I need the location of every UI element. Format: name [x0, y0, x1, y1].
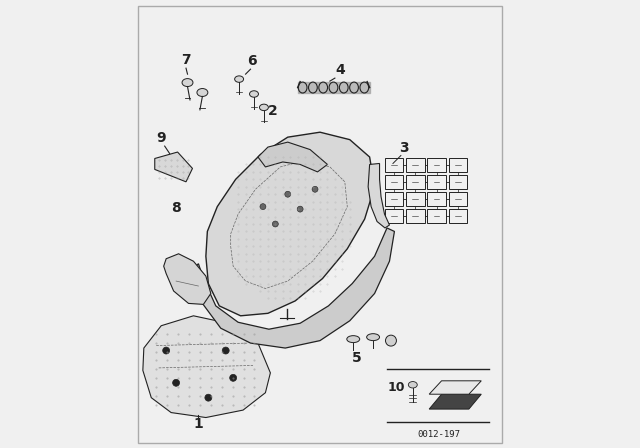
Text: 2: 2 [268, 104, 278, 118]
Polygon shape [258, 142, 328, 172]
Text: 10: 10 [387, 381, 404, 394]
Text: 9: 9 [156, 131, 166, 145]
Bar [449, 192, 467, 206]
Polygon shape [206, 132, 374, 316]
Bar [385, 209, 403, 223]
Bar [427, 158, 446, 172]
Circle shape [297, 206, 303, 212]
Ellipse shape [367, 334, 380, 340]
Bar [385, 192, 403, 206]
Text: 4: 4 [335, 63, 345, 77]
Polygon shape [191, 228, 394, 348]
Circle shape [385, 335, 396, 346]
Bar [449, 209, 467, 223]
Bar [406, 209, 425, 223]
Circle shape [173, 379, 180, 386]
Ellipse shape [197, 89, 208, 96]
Circle shape [285, 191, 291, 197]
Polygon shape [143, 316, 270, 418]
Circle shape [230, 375, 237, 381]
Ellipse shape [347, 336, 360, 343]
Ellipse shape [235, 76, 244, 82]
Text: 3: 3 [399, 141, 409, 155]
Text: 5: 5 [353, 351, 362, 365]
Circle shape [222, 347, 229, 354]
Circle shape [260, 204, 266, 210]
Text: 0012-197: 0012-197 [417, 431, 461, 439]
Bar [449, 158, 467, 172]
Ellipse shape [182, 78, 193, 86]
Bar [406, 158, 425, 172]
Ellipse shape [408, 382, 417, 388]
Bar [385, 175, 403, 189]
Bar [427, 209, 446, 223]
Circle shape [163, 347, 170, 354]
Circle shape [205, 394, 212, 401]
Bar [406, 192, 425, 206]
Circle shape [312, 186, 318, 192]
Bar [406, 175, 425, 189]
Text: 1: 1 [193, 418, 204, 431]
Bar [449, 175, 467, 189]
Polygon shape [164, 254, 211, 304]
Text: 6: 6 [247, 54, 257, 68]
Polygon shape [368, 164, 390, 228]
Text: 8: 8 [172, 201, 181, 215]
Bar [385, 158, 403, 172]
Circle shape [273, 221, 278, 227]
Bar [427, 175, 446, 189]
Ellipse shape [250, 91, 259, 97]
Text: 7: 7 [181, 53, 191, 67]
Polygon shape [429, 394, 481, 409]
Ellipse shape [259, 104, 268, 111]
Polygon shape [429, 381, 481, 394]
Bar [427, 192, 446, 206]
Polygon shape [155, 152, 193, 182]
